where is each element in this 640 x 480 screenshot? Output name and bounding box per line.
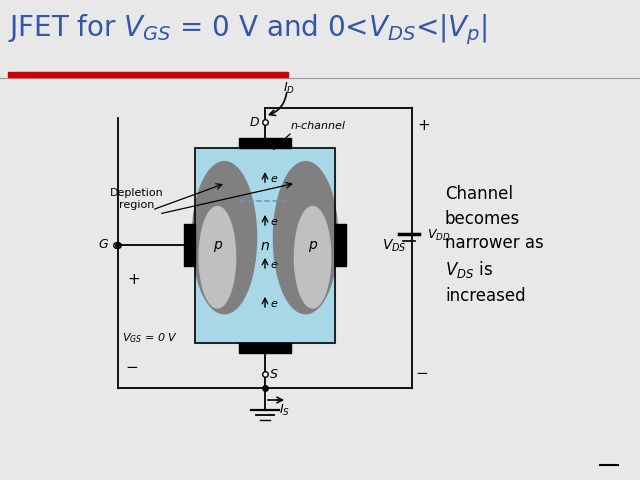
Text: $V_{GS}$ = 0 V: $V_{GS}$ = 0 V [122, 331, 178, 345]
Text: $I_D$: $I_D$ [283, 81, 295, 96]
Ellipse shape [273, 162, 338, 314]
Text: D: D [250, 116, 259, 129]
Ellipse shape [294, 206, 331, 308]
Ellipse shape [192, 162, 257, 314]
Text: −: − [415, 367, 428, 382]
Text: e: e [270, 174, 277, 184]
Text: S: S [270, 368, 278, 381]
Text: +: + [127, 273, 140, 288]
Text: e: e [270, 260, 277, 270]
Text: $I_S$: $I_S$ [279, 402, 290, 418]
Text: n: n [260, 239, 269, 252]
Bar [195, 148, 335, 343]
Text: $V_{DD}$: $V_{DD}$ [427, 228, 451, 243]
Text: Depletion
region: Depletion region [110, 188, 164, 210]
Text: n-channel: n-channel [290, 121, 345, 131]
Ellipse shape [199, 206, 236, 308]
Text: −: − [125, 360, 138, 375]
Text: $V_{DS}$: $V_{DS}$ [381, 237, 406, 254]
Text: +: + [418, 119, 430, 133]
Bar [184, 224, 195, 266]
Text: e: e [270, 299, 277, 309]
Text: p: p [213, 239, 222, 252]
Text: Channel
becomes
narrower as
$V_{DS}$ is
increased: Channel becomes narrower as $V_{DS}$ is … [445, 185, 544, 304]
Text: G: G [99, 239, 108, 252]
Text: e: e [270, 217, 277, 227]
Bar [195, 148, 335, 343]
Bar [8, 72, 288, 77]
Bar [239, 343, 291, 353]
Text: p: p [308, 239, 317, 252]
Bar [335, 224, 346, 266]
Bar [239, 138, 291, 148]
Text: JFET for $V_{GS}$ = 0 V and 0<$V_{DS}$<|$V_p$|: JFET for $V_{GS}$ = 0 V and 0<$V_{DS}$<|… [8, 12, 488, 47]
